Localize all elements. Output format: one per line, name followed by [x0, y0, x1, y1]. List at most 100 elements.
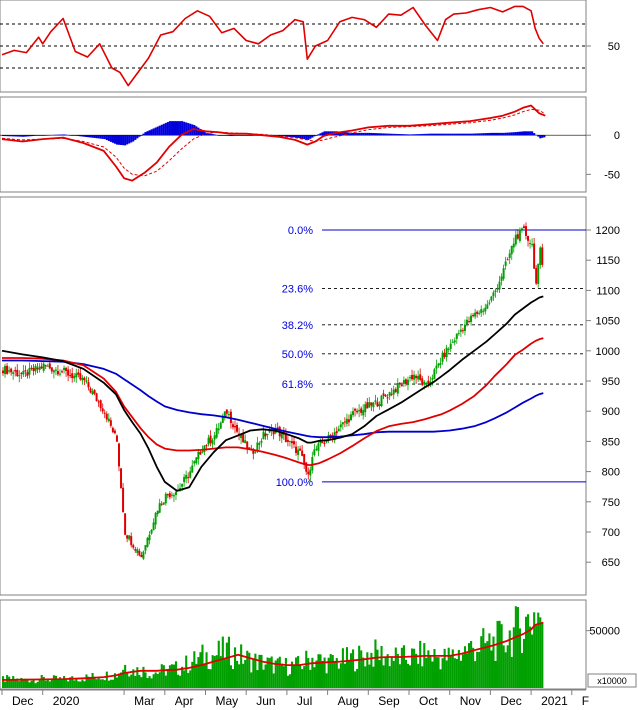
candle-body	[502, 268, 505, 279]
macd-histogram-bar	[278, 135, 281, 136]
volume-bar	[189, 670, 192, 688]
volume-bar	[531, 634, 534, 688]
macd-histogram-bar	[286, 135, 289, 137]
volume-bar	[213, 656, 216, 688]
volume-bar	[356, 668, 359, 688]
candle-body	[512, 243, 515, 248]
volume-axis-tick-label: 50000	[589, 626, 620, 638]
volume-bar	[91, 672, 94, 688]
volume-bar	[541, 622, 544, 688]
candle-body	[83, 377, 86, 381]
macd-histogram-bar	[472, 133, 475, 136]
volume-bar	[455, 658, 458, 688]
volume-unit-box	[587, 673, 637, 688]
macd-histogram-bar	[219, 135, 222, 136]
macd-histogram-bar	[238, 135, 241, 136]
candle-body	[156, 510, 159, 515]
volume-bar	[352, 649, 355, 688]
macd-histogram-bar	[170, 121, 174, 136]
candle-body	[415, 375, 418, 379]
volume-bar	[168, 665, 171, 688]
candle-body	[372, 402, 375, 408]
volume-bar	[394, 647, 397, 688]
volume-bar	[260, 654, 263, 688]
macd-histogram-bar	[388, 133, 391, 136]
macd-histogram-bar	[252, 135, 255, 136]
volume-bar	[63, 676, 66, 688]
x-axis-month-label: F	[582, 694, 589, 708]
candle-body	[158, 503, 161, 513]
candle-body	[174, 491, 177, 496]
volume-bar	[10, 679, 13, 688]
volume-bar	[185, 655, 188, 688]
candle-body	[482, 310, 485, 312]
candle-body	[58, 373, 61, 375]
fibonacci-level-label: 61.8%	[282, 379, 313, 391]
volume-bar	[162, 665, 165, 688]
candle-body	[396, 383, 399, 394]
macd-histogram-bar	[527, 131, 530, 136]
candle-body	[107, 418, 110, 422]
volume-bar	[396, 654, 399, 688]
candle-body	[492, 292, 495, 297]
volume-bar	[134, 675, 137, 688]
price-axis-tick-label: 650	[602, 557, 620, 569]
volume-bar	[366, 652, 369, 688]
volume-bar	[254, 653, 257, 688]
candle-body	[109, 420, 112, 426]
candle-body	[374, 400, 377, 402]
macd-histogram-bar	[201, 130, 204, 136]
volume-bar	[85, 674, 88, 688]
fibonacci-level-label: 38.2%	[282, 320, 313, 332]
candle-body	[286, 439, 289, 442]
macd-histogram-bar	[543, 135, 546, 138]
candle-body	[236, 425, 239, 432]
macd-histogram-bar	[360, 132, 363, 136]
price-axis-tick-label: 700	[602, 527, 620, 539]
candle-body	[437, 363, 440, 366]
volume-bar	[419, 640, 422, 688]
volume-bar	[400, 647, 403, 688]
candle-body	[449, 343, 452, 349]
volume-bar	[463, 646, 467, 688]
candle-body	[44, 365, 47, 367]
volume-bar	[384, 656, 387, 688]
macd-histogram-bar	[189, 123, 192, 136]
volume-bar	[417, 663, 420, 688]
macd-histogram-bar	[213, 134, 216, 136]
macd-histogram-bar	[207, 133, 210, 136]
macd-histogram-bar	[75, 135, 78, 136]
volume-bar	[193, 651, 196, 688]
macd-histogram-bar	[445, 133, 448, 136]
volume-bar	[441, 658, 444, 688]
candle-body	[248, 447, 251, 449]
candle-body	[4, 365, 7, 374]
macd-histogram-bar	[415, 134, 418, 136]
candle-body	[516, 234, 519, 239]
volume-bar	[374, 639, 377, 688]
macd-histogram-bar	[413, 134, 416, 136]
volume-bar	[329, 654, 332, 688]
candle-body	[284, 433, 287, 442]
macd-histogram-bar	[349, 132, 353, 136]
macd-histogram-bar	[146, 131, 149, 136]
candle-body	[343, 421, 346, 423]
volume-bar	[502, 645, 505, 688]
volume-bar	[268, 658, 271, 688]
macd-histogram-bar	[439, 133, 442, 136]
candle-body	[380, 395, 383, 407]
volume-bar	[439, 669, 442, 688]
volume-bar	[295, 657, 298, 688]
volume-bar	[368, 664, 371, 688]
price-axis-tick-label: 1200	[596, 225, 620, 237]
macd-histogram-bar	[443, 133, 446, 136]
candle-body	[514, 234, 517, 245]
candle-body	[370, 402, 373, 406]
candle-body	[130, 536, 133, 546]
candle-body	[38, 366, 41, 370]
candle-body	[10, 368, 13, 373]
macd-histogram-bar	[364, 132, 367, 136]
macd-histogram-bar	[172, 121, 176, 136]
